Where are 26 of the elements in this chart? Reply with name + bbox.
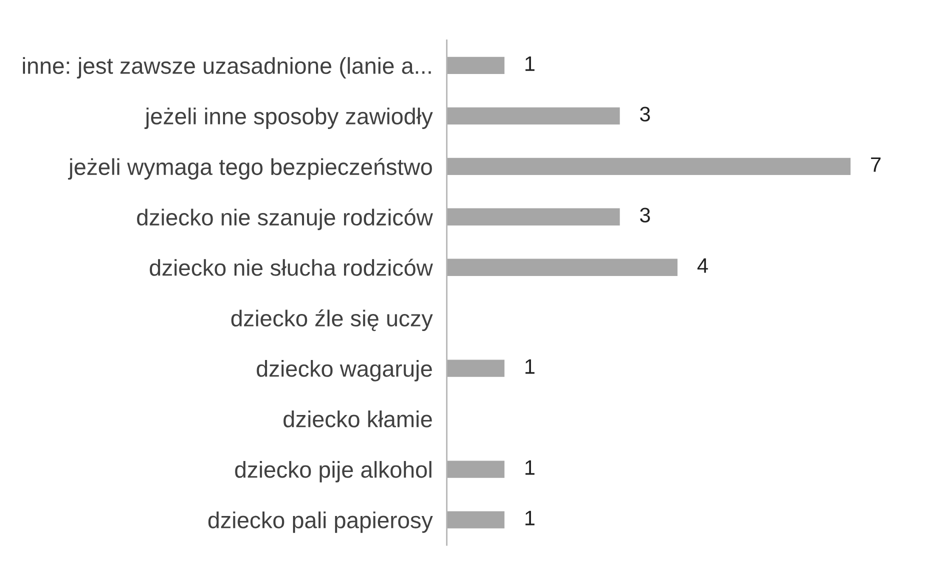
data-label: 1 xyxy=(525,359,534,374)
y-tick-label: jeżeli inne sposoby zawiodły xyxy=(144,108,433,129)
y-tick-label: jeżeli wymaga tego bezpieczeństwo xyxy=(68,158,432,180)
bar xyxy=(446,208,620,226)
y-tick-label: dziecko pali papierosy xyxy=(208,512,433,533)
y-tick-label: inne: jest zawsze uzasadnione (lanie a... xyxy=(22,57,431,78)
data-label: 3 xyxy=(640,106,650,122)
data-label: 1 xyxy=(525,510,534,526)
bar xyxy=(446,360,504,377)
y-tick-label: dziecko nie szanuje rodziców xyxy=(137,208,433,230)
y-tick-label: dziecko pije alkohol xyxy=(235,461,432,482)
bar xyxy=(446,460,504,478)
y-tick-label: dziecko nie słucha rodziców xyxy=(150,258,433,276)
bar xyxy=(446,258,678,276)
data-label: 1 xyxy=(525,460,534,475)
y-tick-label: dziecko źle się uczy xyxy=(231,309,433,332)
bar xyxy=(446,511,504,528)
bar xyxy=(446,107,620,124)
bar xyxy=(446,158,851,175)
data-label: 4 xyxy=(697,258,708,273)
data-label: 7 xyxy=(871,157,881,172)
data-label: 1 xyxy=(525,56,534,71)
y-tick-label: dziecko kłamie xyxy=(284,410,432,428)
y-tick-label: dziecko wagaruje xyxy=(256,360,432,382)
data-label: 3 xyxy=(640,208,650,222)
bar xyxy=(446,56,504,74)
